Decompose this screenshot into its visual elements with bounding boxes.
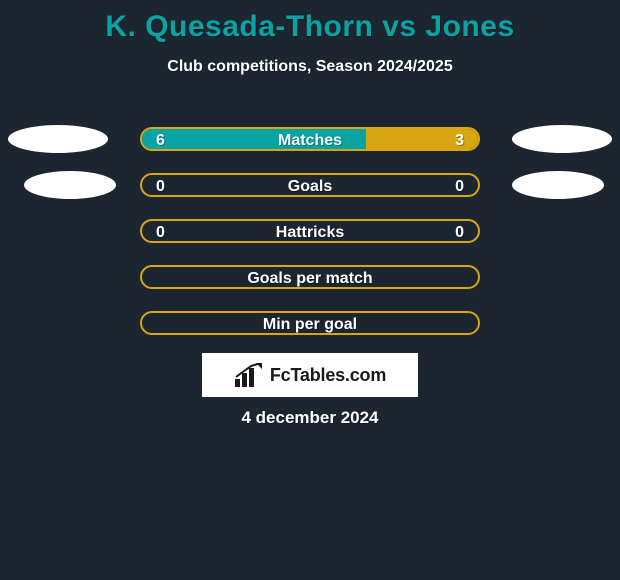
- comparison-chart: K. Quesada-Thorn vs Jones Club competiti…: [0, 0, 620, 580]
- logo-box: FcTables.com: [202, 353, 418, 397]
- stat-right-value: 0: [455, 221, 464, 243]
- stat-bar: 6 3 Matches: [140, 127, 480, 151]
- stat-left-value: 0: [156, 175, 165, 197]
- stat-label: Goals: [288, 175, 332, 197]
- footer-date: 4 december 2024: [0, 408, 620, 428]
- player-oval-right: [512, 171, 604, 199]
- logo-text: FcTables.com: [270, 365, 386, 386]
- stat-row: Goals per match: [0, 256, 620, 302]
- stat-label: Goals per match: [247, 267, 372, 289]
- fctables-logo-icon: [234, 363, 264, 387]
- stat-label: Matches: [278, 129, 342, 151]
- stat-bar: Min per goal: [140, 311, 480, 335]
- stat-row: 0 0 Goals: [0, 164, 620, 210]
- stat-bar: 0 0 Hattricks: [140, 219, 480, 243]
- stat-row: 0 0 Hattricks: [0, 210, 620, 256]
- page-title: K. Quesada-Thorn vs Jones: [0, 0, 620, 44]
- stat-row: Min per goal: [0, 302, 620, 348]
- stat-right-value: 0: [455, 175, 464, 197]
- stat-row: 6 3 Matches: [0, 118, 620, 164]
- stat-label: Hattricks: [276, 221, 344, 243]
- stat-bar: Goals per match: [140, 265, 480, 289]
- stat-bar: 0 0 Goals: [140, 173, 480, 197]
- page-subtitle: Club competitions, Season 2024/2025: [0, 58, 620, 76]
- player-oval-right: [512, 125, 612, 153]
- player-oval-left: [8, 125, 108, 153]
- player-oval-left: [24, 171, 116, 199]
- stat-rows: 6 3 Matches 0 0 Goals 0 0 Hattricks Goals per mat…: [0, 118, 620, 348]
- stat-left-value: 6: [156, 129, 165, 151]
- stat-right-value: 3: [455, 129, 464, 151]
- stat-left-value: 0: [156, 221, 165, 243]
- stat-label: Min per goal: [263, 313, 357, 335]
